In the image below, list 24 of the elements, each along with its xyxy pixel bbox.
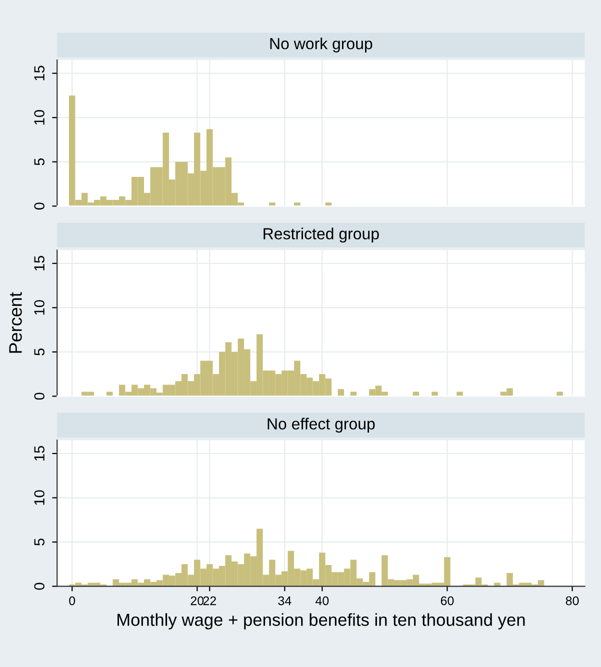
x-tick-label: 34 [278,596,292,606]
chart-title: No work group [270,38,372,52]
y-tick-label: 0 [34,202,44,210]
x-tick-label: 40 [316,596,329,606]
x-tick-label: 80 [566,596,579,606]
x-tick-label: 60 [440,596,454,606]
x-tick-label: 0 [69,596,76,606]
y-tick-label: 5 [34,158,44,166]
y-tick-label: 5 [34,348,44,356]
x-tick-label: 22 [203,596,216,606]
y-tick-label: 15 [34,66,44,80]
y-axis-title: Percent [9,292,22,353]
y-tick-label: 10 [34,300,44,315]
y-tick-label: 0 [34,582,44,590]
x-tick-label: 20 [190,596,204,606]
y-tick-label: 10 [34,490,44,505]
y-tick-label: 5 [34,538,44,546]
chart-title: No effect group [268,418,375,433]
x-axis-title: Monthly wage + pension benefits in ten thousand yen [118,613,525,630]
y-tick-label: 15 [34,446,44,460]
y-tick-label: 0 [34,392,44,400]
chart-title: Restricted group [264,228,379,243]
y-tick-label: 10 [34,110,44,125]
y-tick-label: 15 [34,256,44,270]
